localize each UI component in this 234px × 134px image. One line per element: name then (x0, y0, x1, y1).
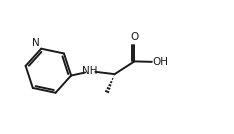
Text: OH: OH (153, 57, 169, 67)
Text: NH: NH (82, 66, 98, 76)
Text: N: N (32, 38, 40, 47)
Text: O: O (130, 32, 139, 42)
